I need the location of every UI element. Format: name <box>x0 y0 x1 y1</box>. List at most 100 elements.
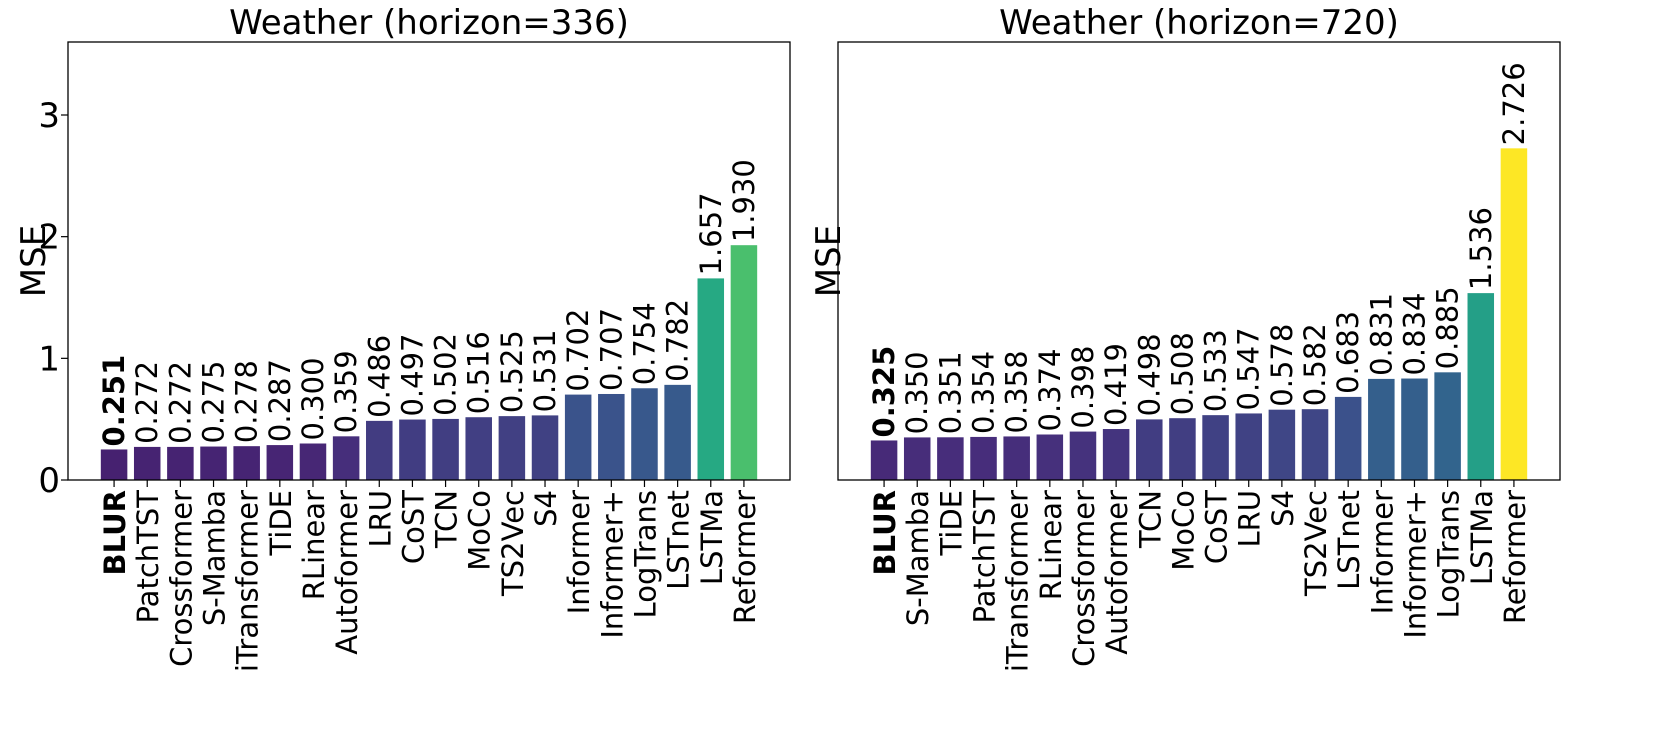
chart-title: Weather (horizon=336) <box>229 3 629 43</box>
bar-value-label: 0.359 <box>329 350 363 433</box>
bar-value-label: 0.275 <box>197 361 231 444</box>
axes-frame <box>67 41 791 481</box>
bar-value-label: 0.351 <box>933 351 967 434</box>
bar-informer- <box>598 393 625 480</box>
x-tick-label: PatchTST <box>968 490 1002 624</box>
y-axis-label: MSE <box>14 225 54 297</box>
bar-value-label: 0.325 <box>867 346 901 438</box>
x-tick-label: TCN <box>430 490 464 549</box>
x-tick-label: Informer <box>562 490 596 614</box>
bar-value-label: 0.287 <box>263 359 297 442</box>
x-tick-label: LRU <box>1233 490 1267 548</box>
bar-reformer <box>730 245 758 480</box>
bar-value-label: 0.350 <box>900 351 934 434</box>
bar-blur <box>870 440 898 480</box>
bar-value-label: 1.536 <box>1464 207 1498 290</box>
bar-tide <box>937 437 964 480</box>
x-tick-label: CoST <box>396 490 430 564</box>
bar-logtrans <box>1434 372 1461 480</box>
x-tick-label: TS2Vec <box>496 490 530 597</box>
bar-value-label: 0.251 <box>97 355 131 447</box>
bar-value-label: 0.754 <box>627 302 661 385</box>
x-tick-label: TS2Vec <box>1299 490 1333 597</box>
x-tick-label: iTransformer <box>1001 490 1035 672</box>
bar-value-label: 0.582 <box>1298 323 1332 406</box>
bar-tcn <box>432 418 459 480</box>
x-tick-label: LogTrans <box>1432 490 1466 618</box>
bar-rlinear <box>1036 434 1064 480</box>
x-tick-label: BLUR <box>868 490 902 575</box>
x-tick-label: RLinear <box>1034 490 1068 600</box>
bar-informer <box>1368 378 1395 480</box>
x-tick-label: Informer+ <box>1398 490 1432 639</box>
y-tick-label: 2 <box>38 218 60 258</box>
bar-tide <box>266 445 294 480</box>
bar-tcn <box>1136 419 1163 480</box>
bar-autoformer <box>1102 429 1130 480</box>
x-tick-label: Crossformer <box>164 490 198 667</box>
bar-moco <box>465 417 492 480</box>
bar-logtrans <box>631 388 658 480</box>
bar-value-label: 0.300 <box>296 357 330 440</box>
bar-s-mamba <box>200 446 227 480</box>
bar-lru <box>1235 413 1262 480</box>
chart-panel-horizon-720: Weather (horizon=720) MSE 0.325 BLUR 0.350 S-… <box>809 3 1561 672</box>
x-tick-label: Autoformer <box>1100 490 1134 655</box>
chart-panel-horizon-336: Weather (horizon=336) MSE 0 1 2 3 0.251 BLUR 0.2… <box>14 3 791 672</box>
y-tick-label: 3 <box>38 96 60 136</box>
bar-value-label: 0.707 <box>594 308 628 391</box>
bar-lru <box>366 420 393 480</box>
bar-autoformer <box>332 436 360 480</box>
bar-reformer <box>1500 148 1528 480</box>
x-tick-label: BLUR <box>98 490 132 575</box>
bar-patchtst <box>133 446 161 480</box>
x-tick-label: LSTMa <box>1465 490 1499 585</box>
x-tick-label: LSTnet <box>662 490 696 590</box>
bar-value-label: 0.358 <box>1000 350 1034 433</box>
axes-frame <box>837 41 1561 481</box>
x-tick-label: S-Mamba <box>901 490 935 626</box>
bar-value-label: 1.657 <box>694 192 728 275</box>
x-tick-label: MoCo <box>463 490 497 571</box>
bar-patchtst <box>970 436 997 480</box>
bar-lstma <box>697 278 725 480</box>
y-tick-label: 1 <box>38 339 60 379</box>
bar-value-label: 0.498 <box>1132 333 1166 416</box>
bar-value-label: 0.272 <box>130 361 164 444</box>
y-tick-label: 0 <box>38 461 60 501</box>
bar-cost <box>1202 415 1229 480</box>
bar-moco <box>1169 418 1196 480</box>
x-tick-label: S-Mamba <box>198 490 232 626</box>
bar-value-label: 1.930 <box>727 159 761 242</box>
x-tick-label: Informer <box>1365 490 1399 614</box>
x-tick-label: Crossformer <box>1067 490 1101 667</box>
y-axis-label: MSE <box>809 225 849 297</box>
bar-itransformer <box>1003 436 1030 480</box>
bar-informer <box>564 394 592 480</box>
bar-value-label: 0.531 <box>528 329 562 412</box>
bar-value-label: 0.502 <box>429 333 463 416</box>
chart-title: Weather (horizon=720) <box>999 3 1399 43</box>
bar-lstnet <box>1334 396 1362 480</box>
bar-s4 <box>1268 409 1296 480</box>
bar-value-label: 0.834 <box>1397 292 1431 375</box>
bar-itransformer <box>233 446 260 480</box>
bar-s-mamba <box>903 437 931 480</box>
bar-lstnet <box>664 384 691 480</box>
x-tick-label: Informer+ <box>595 490 629 639</box>
x-tick-label: S4 <box>529 490 563 527</box>
x-tick-label: LogTrans <box>628 490 662 618</box>
bar-value-label: 2.726 <box>1497 62 1531 145</box>
x-tick-label: Reformer <box>728 490 762 624</box>
bar-value-label: 0.525 <box>495 330 529 413</box>
bar-value-label: 0.419 <box>1099 343 1133 426</box>
bar-s4 <box>531 415 559 480</box>
bar-value-label: 0.508 <box>1165 332 1199 415</box>
x-tick-label: MoCo <box>1166 490 1200 571</box>
bar-rlinear <box>299 443 327 480</box>
bar-value-label: 0.374 <box>1033 348 1067 431</box>
bar-value-label: 0.885 <box>1431 286 1465 369</box>
bar-value-label: 0.272 <box>163 361 197 444</box>
bar-crossformer <box>167 446 194 480</box>
